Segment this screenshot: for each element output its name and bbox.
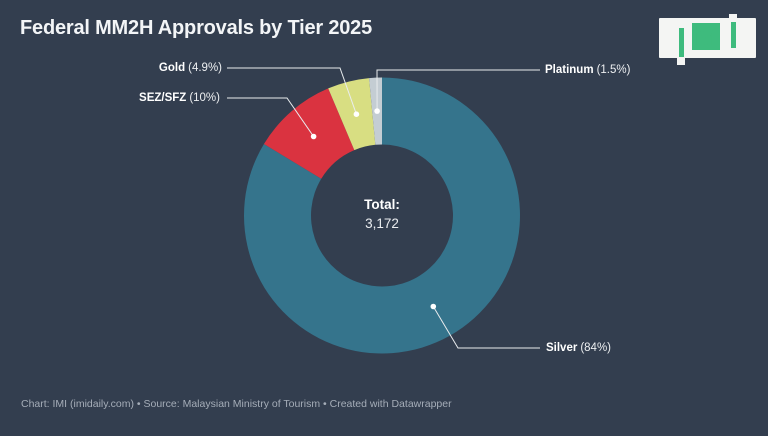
callout-dot-silver [430, 303, 437, 310]
page-title: Federal MM2H Approvals by Tier 2025 [20, 17, 373, 39]
slice-percent: (10%) [189, 92, 220, 104]
slice-percent: (1.5%) [596, 64, 631, 76]
slice-name: Silver [546, 342, 578, 354]
logo-letter-i-left [679, 28, 684, 58]
callout-line-gold [227, 67, 357, 115]
callout-line-silver [432, 306, 540, 349]
slice-name: SEZ/SFZ [139, 92, 187, 104]
logo-letter-m: M [692, 23, 720, 50]
callout-dot-sez-sfz [310, 133, 317, 140]
total-value: 3,172 [365, 216, 399, 231]
donut-slice-gold [328, 78, 376, 151]
imi-logo: M [659, 14, 756, 65]
donut-slice-sez-sfz [263, 88, 355, 179]
slice-name: Platinum [545, 64, 594, 76]
callout-line-platinum [376, 69, 540, 112]
slice-percent: (84%) [580, 342, 612, 354]
callout-label-silver: Silver (84%) [546, 341, 611, 355]
total-label: Total: [364, 197, 400, 212]
callout-label-platinum: Platinum (1.5%) [545, 63, 630, 77]
logo-letter-i-left-cap [677, 57, 685, 65]
logo-letter-i-right-cap [729, 14, 737, 22]
callout-dot-gold [353, 111, 360, 117]
callout-label-gold: Gold (4.9%) [159, 61, 222, 75]
slice-name: Gold [158, 62, 186, 74]
callout-dot-platinum [374, 108, 380, 114]
donut-center-total: Total: 3,172 [282, 195, 482, 233]
callout-line-sez-sfz [227, 97, 315, 137]
callout-label-sez-sfz: SEZ/SFZ (10%) [139, 91, 220, 105]
footer-credit: Chart: IMI (imidaily.com) • Source: Mala… [21, 398, 452, 410]
slice-percent: (4.9%) [188, 62, 222, 74]
logo-letter-i-right [731, 22, 736, 48]
donut-slice-silver [243, 77, 520, 354]
